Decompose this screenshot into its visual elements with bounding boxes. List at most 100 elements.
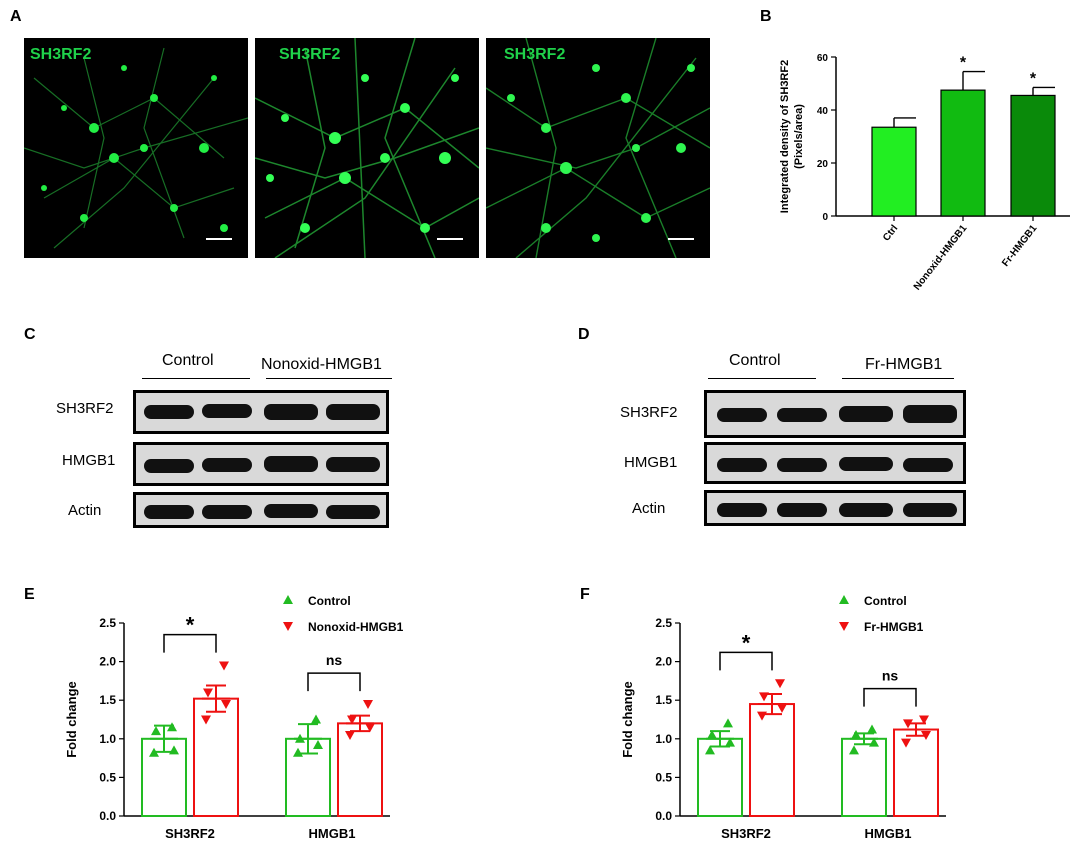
blot-band bbox=[777, 458, 827, 472]
blot-d-control-underline bbox=[708, 378, 816, 379]
panel-letter-b: B bbox=[760, 8, 772, 25]
blot-c-row-label: HMGB1 bbox=[62, 452, 116, 469]
y-tick-label: 40 bbox=[817, 106, 829, 117]
data-point bbox=[365, 723, 375, 733]
blot-c-hmgb1-strip bbox=[133, 442, 389, 486]
blot-band bbox=[839, 457, 893, 471]
bar bbox=[697, 737, 743, 817]
legend-label: Control bbox=[308, 594, 351, 608]
data-point bbox=[903, 719, 913, 729]
significance-bracket bbox=[863, 687, 917, 707]
data-point bbox=[849, 745, 859, 755]
chart-e: 0.0 0.5 1.0 1.5 2.0 2.5 Fold change SH3RF2 * HMGB… bbox=[64, 594, 404, 841]
significance-mark: * bbox=[186, 613, 195, 638]
neuron-network-image bbox=[24, 47, 248, 249]
bar bbox=[1010, 94, 1056, 217]
blot-band bbox=[717, 408, 767, 422]
data-point bbox=[201, 715, 211, 725]
data-point bbox=[311, 714, 321, 724]
y-tick-label: 60 bbox=[817, 53, 829, 64]
data-point bbox=[921, 730, 931, 740]
data-point bbox=[219, 661, 229, 671]
bar bbox=[841, 737, 887, 817]
x-tick-label: Ctrl bbox=[881, 223, 900, 244]
y-tick-label: 0.0 bbox=[655, 809, 672, 823]
x-tick-label: Nonoxid-HMGB1 bbox=[912, 223, 970, 293]
blot-band bbox=[144, 459, 194, 473]
y-axis-label: Integrated density of SH3RF2 bbox=[779, 60, 791, 213]
x-tick-label: HMGB1 bbox=[309, 826, 356, 841]
bar bbox=[893, 728, 939, 817]
significance-bracket bbox=[307, 672, 361, 692]
legend-label: Nonoxid-HMGB1 bbox=[308, 620, 404, 634]
legend-label: Control bbox=[864, 594, 907, 608]
x-tick-label: HMGB1 bbox=[865, 826, 912, 841]
y-tick-label: 2.0 bbox=[99, 655, 116, 669]
micrograph-label: SH3RF2 bbox=[504, 46, 566, 63]
bar bbox=[337, 722, 383, 817]
blot-band bbox=[777, 408, 827, 422]
data-point bbox=[169, 745, 179, 755]
blot-d-row-label: SH3RF2 bbox=[620, 404, 678, 421]
micrograph-label: SH3RF2 bbox=[30, 46, 92, 63]
y-tick-label: 2.5 bbox=[99, 616, 116, 630]
blot-band bbox=[326, 505, 380, 519]
blot-c-actin-strip bbox=[133, 492, 389, 528]
blot-band bbox=[144, 505, 194, 519]
neuron-network-image bbox=[255, 38, 479, 258]
blot-band bbox=[717, 503, 767, 517]
blot-d-treated-underline bbox=[842, 378, 954, 379]
data-point bbox=[851, 729, 861, 739]
blot-band bbox=[839, 503, 893, 517]
data-point bbox=[221, 700, 231, 710]
panel-letter-e: E bbox=[24, 586, 35, 603]
blot-band bbox=[202, 505, 252, 519]
legend-marker bbox=[839, 595, 849, 604]
panel-letter-a: A bbox=[10, 8, 22, 25]
chart-f: 0.0 0.5 1.0 1.5 2.0 2.5 Fold change SH3RF2 * HMGB… bbox=[620, 594, 946, 841]
legend-label: Fr-HMGB1 bbox=[864, 620, 924, 634]
data-point bbox=[705, 745, 715, 755]
blot-band bbox=[903, 405, 957, 423]
data-point bbox=[919, 715, 929, 725]
y-tick-label: 1.5 bbox=[655, 693, 672, 707]
legend-marker bbox=[283, 622, 293, 631]
micrograph-ctrl: SH3RF2 bbox=[24, 38, 248, 258]
data-point bbox=[167, 722, 177, 732]
blot-c-control-underline bbox=[142, 378, 250, 379]
data-point bbox=[759, 692, 769, 702]
y-tick-label: 1.0 bbox=[99, 732, 116, 746]
blot-c-treated-label: Nonoxid-HMGB1 bbox=[261, 356, 382, 373]
data-point bbox=[313, 739, 323, 749]
data-point bbox=[707, 729, 717, 739]
blot-band bbox=[202, 458, 252, 472]
x-tick-label: SH3RF2 bbox=[721, 826, 771, 841]
bar bbox=[285, 737, 331, 817]
y-tick-label: 0 bbox=[822, 212, 828, 223]
blot-band bbox=[903, 503, 957, 517]
y-axis-label: Fold change bbox=[620, 681, 635, 758]
scale-bar bbox=[668, 238, 694, 240]
data-point bbox=[203, 688, 213, 698]
data-point bbox=[149, 747, 159, 757]
data-point bbox=[869, 737, 879, 747]
data-point bbox=[757, 711, 767, 721]
micrograph-label: SH3RF2 bbox=[279, 46, 341, 63]
y-tick-label: 2.5 bbox=[655, 616, 672, 630]
data-point bbox=[723, 718, 733, 728]
y-tick-label: 1.5 bbox=[99, 693, 116, 707]
data-point bbox=[347, 715, 357, 725]
scale-bar bbox=[206, 238, 232, 240]
blot-d-hmgb1-strip bbox=[704, 442, 966, 484]
blot-band bbox=[839, 406, 893, 422]
blot-c-sh3rf2-strip bbox=[133, 390, 389, 434]
y-tick-label: 0.5 bbox=[655, 770, 672, 784]
significance-mark: * bbox=[1030, 70, 1037, 87]
chart-b: 0 20 40 60 Integrated density of SH3RF2 (Pixe… bbox=[779, 53, 1070, 293]
y-tick-label: 0.5 bbox=[99, 770, 116, 784]
blot-band bbox=[903, 458, 953, 472]
panel-letter-c: C bbox=[24, 326, 36, 343]
data-point bbox=[363, 700, 373, 710]
data-point bbox=[345, 730, 355, 740]
data-point bbox=[151, 726, 161, 736]
